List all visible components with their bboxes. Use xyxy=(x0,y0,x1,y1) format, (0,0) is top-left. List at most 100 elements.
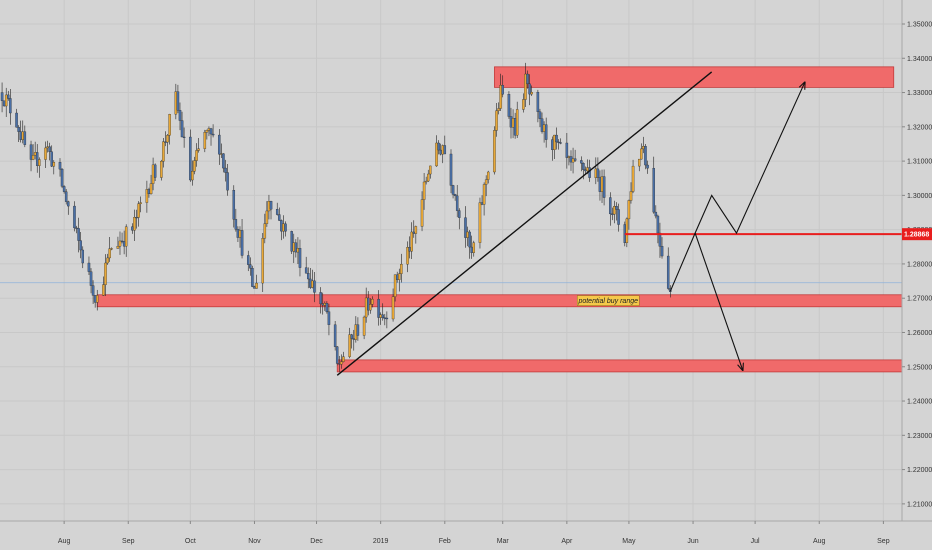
candle-body xyxy=(449,153,453,186)
supply-demand-zone[interactable] xyxy=(494,66,895,88)
candle-body xyxy=(617,209,620,225)
candle xyxy=(613,200,616,224)
candle xyxy=(654,205,658,219)
candle-body xyxy=(275,209,279,215)
candle xyxy=(609,192,612,226)
candle xyxy=(62,185,66,194)
candle xyxy=(124,224,128,257)
candle-body xyxy=(139,202,142,204)
candle-body xyxy=(48,146,51,152)
candle-body xyxy=(203,132,207,149)
candle-body xyxy=(524,73,527,100)
candle xyxy=(325,301,329,314)
candle xyxy=(443,135,447,155)
candle xyxy=(327,303,331,336)
candle xyxy=(182,127,186,148)
candle xyxy=(596,157,600,182)
candle-body xyxy=(515,109,519,136)
candle-body xyxy=(364,297,368,318)
candle xyxy=(205,129,209,140)
candle-body xyxy=(58,162,62,170)
candle-body xyxy=(354,324,358,340)
candle xyxy=(294,239,298,258)
candle xyxy=(658,222,662,258)
candle-body xyxy=(95,295,99,303)
candle xyxy=(420,191,424,232)
candle-body xyxy=(464,217,467,238)
y-axis[interactable]: 1.21000 1.22000 1.23000 1.24000 1.25000 1.260… xyxy=(902,21,932,508)
candle-body xyxy=(495,110,498,131)
candle-body xyxy=(313,280,316,293)
candle-body xyxy=(137,203,140,218)
candle xyxy=(526,70,529,89)
candle-body xyxy=(455,195,459,211)
candle-body xyxy=(426,173,430,182)
x-tick-label: Mar xyxy=(497,538,510,545)
candle-body xyxy=(530,91,533,95)
candle xyxy=(9,88,12,125)
candle-body xyxy=(265,210,269,224)
candle-body xyxy=(122,241,126,247)
candle xyxy=(507,91,511,119)
candle-body xyxy=(282,223,285,232)
candle-body xyxy=(393,274,397,297)
candle xyxy=(106,253,109,265)
annotation-label: potential buy range xyxy=(577,298,638,305)
candle-body xyxy=(522,99,525,110)
candle-body xyxy=(540,118,544,132)
candle xyxy=(197,138,200,153)
x-axis[interactable]: Aug Sep Oct Nov Dec 2019 Feb Mar Apr May Jun Jul Aug… xyxy=(58,521,890,545)
candle xyxy=(176,84,180,114)
candle-body xyxy=(240,230,244,256)
candle xyxy=(398,268,401,292)
candle xyxy=(211,124,215,138)
candle-body xyxy=(133,217,136,231)
candle xyxy=(313,271,316,303)
candle-body xyxy=(658,232,662,247)
candle-body xyxy=(67,201,70,207)
candle-body xyxy=(284,223,287,232)
candle-body xyxy=(21,131,25,140)
candle xyxy=(240,218,244,259)
candle-body xyxy=(298,248,302,268)
candle-body xyxy=(290,231,293,252)
candle-body xyxy=(149,183,153,195)
candle-body xyxy=(325,303,329,312)
candle-body xyxy=(383,317,387,319)
candle xyxy=(195,143,198,167)
candle-body xyxy=(656,215,660,234)
candle-body xyxy=(573,158,577,161)
candle-body xyxy=(50,151,53,167)
zones-layer xyxy=(96,66,903,373)
candle xyxy=(278,207,281,221)
x-tick-label: Nov xyxy=(248,538,261,545)
candle xyxy=(629,182,633,204)
candle xyxy=(371,296,374,308)
candle xyxy=(145,180,149,213)
candle xyxy=(209,127,213,146)
candle-body xyxy=(615,206,618,210)
candle xyxy=(617,203,620,232)
candle xyxy=(160,159,163,181)
candle xyxy=(135,209,138,229)
candle-body xyxy=(666,255,670,289)
candle xyxy=(104,254,107,296)
candle xyxy=(304,256,308,274)
candle-body xyxy=(567,156,571,158)
candle-body xyxy=(17,127,20,132)
trendline[interactable] xyxy=(336,71,713,376)
candle xyxy=(15,108,18,128)
candle-body xyxy=(406,247,409,265)
candle-body xyxy=(466,231,469,238)
candle xyxy=(108,236,111,262)
candle-body xyxy=(629,191,633,201)
supply-demand-zone[interactable] xyxy=(336,359,903,373)
candle-body xyxy=(609,197,612,215)
supply-demand-zone[interactable] xyxy=(96,294,903,308)
candle xyxy=(77,217,80,253)
candle xyxy=(536,89,540,123)
price-tag-box xyxy=(902,228,932,241)
candle-body xyxy=(480,202,484,205)
candle-body xyxy=(582,163,585,170)
